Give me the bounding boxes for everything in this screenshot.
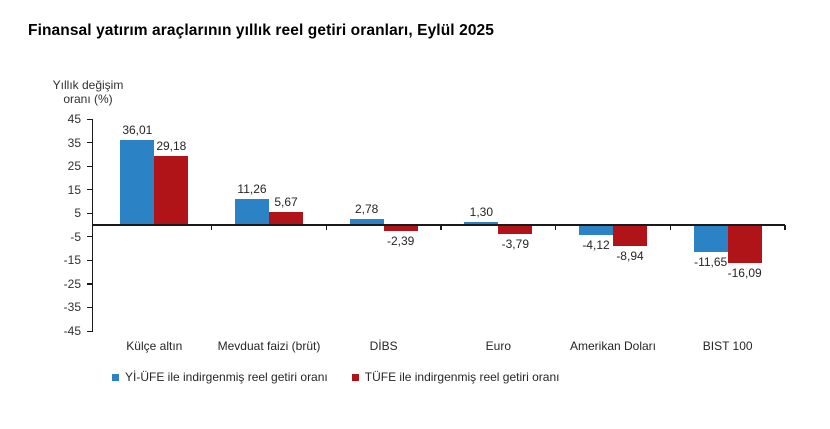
bar-series1 (235, 198, 269, 225)
y-axis-tick (87, 236, 93, 238)
category-label: Euro (485, 339, 511, 353)
y-axis-title: Yıllık değişim oranı (%) (33, 78, 143, 106)
bar-value-label: -8,94 (616, 249, 644, 264)
legend-swatch-icon (351, 374, 359, 381)
x-axis-tick (440, 225, 442, 230)
y-axis-tick-label: 35 (67, 135, 81, 150)
legend-item: Yİ-ÜFE ile indirgenmiş reel getiri oranı (112, 370, 328, 385)
y-axis-title-line2: oranı (%) (63, 92, 113, 106)
y-axis-tick-label: -5 (70, 229, 81, 244)
y-axis-line (91, 119, 94, 331)
y-axis-tick-label: 5 (74, 206, 81, 221)
y-axis-tick-label: -25 (63, 276, 81, 291)
bar-value-label: 11,26 (237, 181, 267, 196)
category-label: DİBS (369, 339, 398, 353)
bar-value-label: 2,78 (354, 201, 379, 216)
bar-value-label: -3,79 (501, 236, 529, 251)
bar-series2 (269, 211, 303, 225)
bar-series2 (613, 225, 647, 247)
bar-series1 (349, 218, 384, 225)
x-axis-tick (555, 225, 557, 230)
legend-label: TÜFE ile indirgenmiş reel getiri oranı (364, 370, 560, 384)
legend: Yİ-ÜFE ile indirgenmiş reel getiri oranı… (112, 370, 560, 385)
y-axis-tick-label: 25 (67, 159, 81, 174)
y-axis-tick-label: 15 (67, 182, 81, 197)
bar-value-label: -11,65 (694, 255, 728, 270)
bar-series1 (120, 140, 155, 225)
bar-value-label: -4,12 (582, 237, 610, 252)
x-axis-line (93, 224, 785, 226)
y-axis-tick-label: -15 (63, 253, 81, 268)
bar-series1 (579, 225, 613, 235)
bar-value-label: -16,09 (727, 265, 762, 280)
bar-value-label: 29,18 (156, 139, 187, 154)
bar-value-label: 5,67 (274, 194, 298, 209)
y-axis-tick (87, 118, 93, 120)
x-axis-tick (669, 225, 671, 230)
bar-value-label: -2,39 (386, 233, 415, 248)
y-axis-tick-label: 45 (67, 112, 81, 126)
bar-value-label: 36,01 (122, 123, 153, 138)
legend-item: TÜFE ile indirgenmiş reel getiri oranı (351, 370, 560, 385)
category-label: Mevduat faizi (brüt) (217, 339, 321, 353)
bar-series1 (693, 225, 728, 253)
y-axis-tick (87, 330, 93, 332)
y-axis-tick (87, 189, 93, 191)
bar-series1 (464, 221, 499, 225)
y-axis-tick (87, 142, 93, 144)
y-axis-title-line1: Yıllık değişim (52, 78, 124, 92)
bar-series2 (727, 225, 762, 263)
bar-series2 (383, 225, 418, 231)
x-axis-tick (325, 225, 327, 230)
y-axis-tick (87, 306, 93, 309)
x-axis-tick (784, 225, 786, 230)
category-label: BIST 100 (702, 339, 753, 353)
y-axis-tick (87, 212, 93, 214)
bar-series2 (154, 156, 189, 225)
category-label: Külçe altın (126, 339, 183, 353)
chart-title: Finansal yatırım araçlarının yıllık reel… (28, 22, 494, 39)
category-label: Amerikan Doları (569, 339, 657, 353)
bar-series2 (498, 225, 533, 234)
y-axis-tick-label: -45 (63, 324, 81, 338)
y-axis-tick-label: -35 (63, 300, 81, 315)
legend-swatch-icon (112, 374, 119, 381)
y-axis-tick (87, 165, 93, 167)
y-axis-tick (87, 259, 93, 262)
legend-label: Yİ-ÜFE ile indirgenmiş reel getiri oranı (125, 370, 328, 384)
bar-value-label: 1,30 (469, 204, 493, 219)
y-axis-tick (87, 283, 93, 285)
x-axis-tick (211, 225, 213, 230)
